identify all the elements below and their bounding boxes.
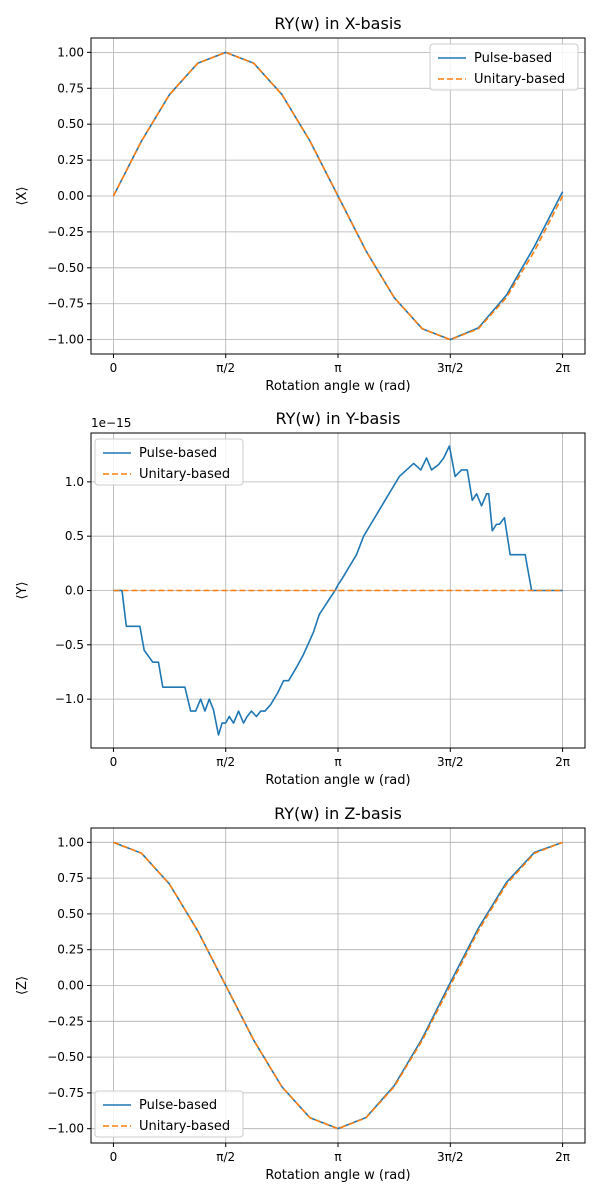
- legend: Pulse-based Unitary-based: [94, 1090, 244, 1138]
- x-axis-label: Rotation angle w (rad): [265, 379, 410, 394]
- y-tick-label: 1.00: [57, 45, 84, 59]
- legend-box: [429, 43, 579, 91]
- x-tick-label: π: [334, 755, 341, 769]
- y-tick-label: 0.50: [57, 907, 84, 921]
- y-axis-label: ⟨Z⟩: [15, 976, 30, 995]
- x-tick-label: 2π: [555, 1150, 570, 1164]
- x-tick-label: 3π/2: [437, 361, 464, 375]
- y-tick-label: 0.75: [57, 871, 84, 885]
- x-axis-label: Rotation angle w (rad): [265, 1168, 410, 1183]
- y-tick-label: −1.0: [55, 692, 84, 706]
- y-tick-label: 0.00: [57, 189, 84, 203]
- legend-label: Unitary-based: [139, 1119, 230, 1134]
- chart-panel-2: 0 π/2 π 3π/2 2π 1.0 0.5 0.0 −0.5 −1.0 RY(w) in Y-b…: [15, 409, 586, 788]
- y-tick-label: −0.75: [47, 297, 84, 311]
- y-tick-label: −0.50: [47, 1050, 84, 1064]
- y-tick-label: −0.25: [47, 225, 84, 239]
- y-axis-label: ⟨X⟩: [15, 186, 30, 205]
- legend-label: Unitary-based: [139, 467, 230, 482]
- y-tick-label: 1.0: [65, 475, 84, 489]
- x-tick-label: 0: [110, 361, 118, 375]
- x-tick-label: π/2: [216, 755, 235, 769]
- x-tick-label: 0: [110, 1150, 118, 1164]
- x-axis-label: Rotation angle w (rad): [265, 773, 410, 788]
- x-tick-label: 0: [110, 755, 118, 769]
- y-tick-label: −0.75: [47, 1086, 84, 1100]
- y-tick-label: −0.50: [47, 261, 84, 275]
- x-tick-label: π: [334, 1150, 341, 1164]
- y-tick-label: −0.5: [55, 638, 84, 652]
- legend-box: [94, 438, 244, 486]
- legend: Pulse-based Unitary-based: [429, 43, 579, 91]
- chart-panel-1: 0 π/2 π 3π/2 2π 1.00 0.75 0.50 0.25 0.00 −0.25 −0.5…: [15, 14, 586, 394]
- chart-panel-3: 0 π/2 π 3π/2 2π 1.00 0.75 0.50 0.25 0.00 −0.25 −0.5…: [15, 804, 586, 1183]
- legend: Pulse-based Unitary-based: [94, 438, 244, 486]
- y-tick-label: −0.25: [47, 1014, 84, 1028]
- chart-title: RY(w) in X-basis: [274, 14, 401, 33]
- y-axis-label: ⟨Y⟩: [15, 581, 30, 599]
- y-tick-label: 0.00: [57, 979, 84, 993]
- y-tick-label: 0.5: [65, 529, 84, 543]
- chart-title: RY(w) in Y-basis: [276, 409, 401, 428]
- legend-box: [94, 1090, 244, 1138]
- x-tick-label: π/2: [216, 361, 235, 375]
- legend-label: Pulse-based: [139, 446, 217, 461]
- x-tick-label: 2π: [555, 361, 570, 375]
- x-tick-label: π: [334, 361, 341, 375]
- legend-label: Unitary-based: [474, 72, 565, 87]
- y-tick-label: 0.0: [65, 584, 84, 598]
- y-tick-label: 1.00: [57, 835, 84, 849]
- y-tick-label: 0.25: [57, 153, 84, 167]
- x-tick-label: π/2: [216, 1150, 235, 1164]
- y-tick-label: 0.50: [57, 117, 84, 131]
- legend-label: Pulse-based: [474, 51, 552, 66]
- y-tick-label: −1.00: [47, 333, 84, 347]
- x-tick-label: 2π: [555, 755, 570, 769]
- series-line-unitary-based: [113, 841, 563, 1130]
- y-tick-label: 0.25: [57, 943, 84, 957]
- y-offset-text: 1e−15: [91, 416, 131, 430]
- chart-title: RY(w) in Z-basis: [274, 804, 402, 823]
- series-line-unitary-based: [112, 51, 564, 341]
- x-tick-label: 3π/2: [437, 755, 464, 769]
- series-line-pulse-based: [113, 445, 563, 736]
- y-tick-label: 0.75: [57, 81, 84, 95]
- x-tick-label: 3π/2: [437, 1150, 464, 1164]
- y-tick-label: −1.00: [47, 1122, 84, 1136]
- legend-label: Pulse-based: [139, 1098, 217, 1113]
